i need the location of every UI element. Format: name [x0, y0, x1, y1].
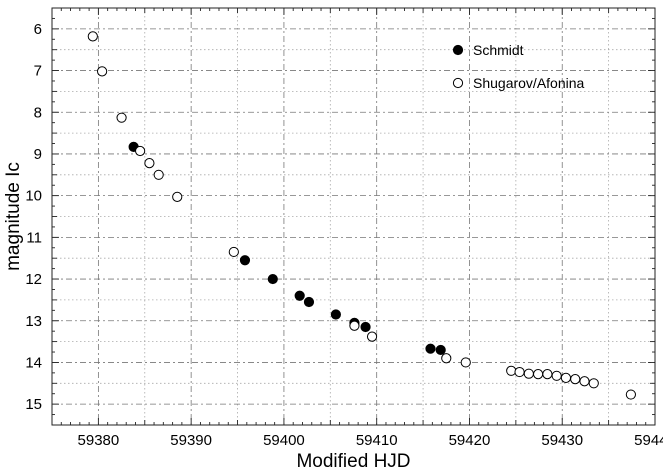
shugarov-afonina-point — [172, 191, 183, 203]
x-tick-label: 59380 — [78, 432, 120, 449]
schmidt-point — [435, 344, 446, 356]
schmidt-point — [360, 321, 371, 333]
y-tick-label: 13 — [25, 313, 42, 330]
shugarov-afonina-point — [153, 169, 164, 180]
shugarov-afonina-point — [514, 366, 525, 378]
shugarov-afonina-point — [588, 378, 599, 389]
schmidt-point — [425, 343, 436, 354]
shugarov-afonina-point — [441, 353, 452, 364]
grid — [52, 8, 655, 425]
y-tick-label: 11 — [26, 229, 42, 246]
legend-marker — [452, 44, 464, 56]
shugarov-afonina-point — [228, 246, 239, 258]
schmidt-point — [330, 309, 341, 320]
y-tick-label: 15 — [25, 396, 42, 413]
x-tick-label: 59420 — [449, 432, 491, 449]
legend-label: Schmidt — [473, 42, 524, 58]
x-tick-label: 59440 — [634, 432, 663, 449]
plot-frame — [51, 7, 656, 426]
x-tick-label: 59390 — [170, 432, 212, 449]
shugarov-afonina-point — [144, 158, 155, 169]
schmidt-point — [267, 273, 278, 285]
x-tick-label: 59410 — [356, 432, 398, 449]
shugarov-afonina-point — [560, 372, 572, 383]
shugarov-afonina-point — [579, 376, 590, 387]
y-tick-label: 6 — [34, 21, 42, 38]
y-axis-label: magnitude Ic — [3, 162, 24, 271]
data-points — [87, 31, 636, 400]
x-tick-label: 59430 — [541, 432, 583, 449]
schmidt-point — [294, 290, 305, 301]
shugarov-afonina-point — [87, 31, 98, 42]
shugarov-afonina-point — [135, 145, 146, 157]
schmidt-point — [303, 296, 315, 308]
legend-label: Shugarov/Afonina — [473, 75, 585, 91]
schmidt-point — [239, 255, 251, 266]
legend-marker — [452, 77, 464, 89]
y-tick-label: 8 — [34, 104, 42, 121]
shugarov-afonina-point — [542, 369, 553, 380]
x-tick-label: 59400 — [263, 432, 305, 449]
tick-labels: 59380 59390 59400 59410 59420 59430 59440 6 7 8 9 1… — [25, 21, 663, 449]
y-tick-label: 7 — [34, 63, 42, 80]
legend: Schmidt Shugarov/Afonina — [452, 42, 585, 91]
shugarov-afonina-point — [570, 374, 581, 385]
y-tick-label: 14 — [25, 354, 42, 371]
shugarov-afonina-point — [533, 369, 544, 380]
shugarov-afonina-point — [625, 389, 636, 400]
y-tick-label: 9 — [34, 146, 42, 163]
shugarov-afonina-point — [116, 112, 127, 123]
shugarov-afonina-point — [506, 365, 517, 376]
shugarov-afonina-point — [366, 331, 378, 342]
shugarov-afonina-point — [349, 320, 360, 331]
x-axis-label: Modified HJD — [296, 451, 410, 472]
y-tick-label: 10 — [25, 188, 42, 205]
shugarov-afonina-point — [460, 357, 471, 368]
shugarov-afonina-point — [96, 66, 108, 77]
shugarov-afonina-point — [523, 368, 534, 379]
shugarov-afonina-point — [551, 370, 562, 381]
y-tick-label: 12 — [25, 271, 42, 288]
